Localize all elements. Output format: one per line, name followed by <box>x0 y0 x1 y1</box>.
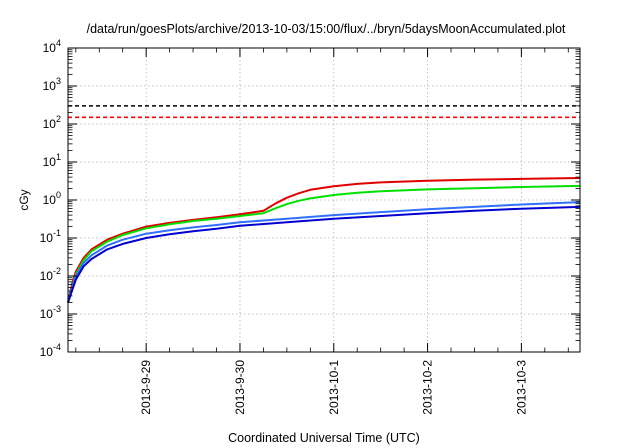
y-tick-base: 10 <box>40 231 54 245</box>
y-tick-label: 10-2 <box>40 266 61 283</box>
y-tick-base: 10 <box>40 345 54 359</box>
y-tick-exponent: 0 <box>56 190 61 200</box>
y-tick-label: 100 <box>43 190 61 207</box>
y-tick-exponent: -1 <box>53 228 61 238</box>
y-tick-label: 10-1 <box>40 228 61 245</box>
series-line <box>67 205 581 303</box>
y-tick-base: 10 <box>43 79 57 93</box>
y-tick-label: 10-4 <box>40 342 61 359</box>
y-tick-exponent: 3 <box>56 76 61 86</box>
y-tick-exponent: 2 <box>56 114 61 124</box>
series-line <box>67 201 581 303</box>
y-tick-label: 103 <box>43 76 61 93</box>
x-axis-label: Coordinated Universal Time (UTC) <box>228 431 420 445</box>
x-tick-label: 2013-10-3 <box>514 360 528 415</box>
y-tick-base: 10 <box>40 269 54 283</box>
series-lines <box>67 177 581 303</box>
x-tick-label: 2013-9-29 <box>139 360 153 415</box>
y-tick-base: 10 <box>40 307 54 321</box>
y-tick-base: 10 <box>43 41 57 55</box>
y-tick-exponent: -4 <box>53 342 61 352</box>
x-tick-label: 2013-10-2 <box>421 360 435 415</box>
y-tick-label: 10-3 <box>40 304 61 321</box>
y-tick-exponent: -2 <box>53 266 61 276</box>
chart-title: /data/run/goesPlots/archive/2013-10-03/1… <box>87 22 566 36</box>
reference-lines <box>68 105 580 119</box>
axis-ticks <box>68 47 580 353</box>
y-tick-label: 101 <box>43 152 61 169</box>
y-tick-exponent: -3 <box>53 304 61 314</box>
y-tick-base: 10 <box>43 117 57 131</box>
y-tick-exponent: 1 <box>56 152 61 162</box>
x-tick-labels: 2013-9-29 2013-9-30 2013-10-1 2013-10-2 2013… <box>139 360 528 415</box>
grid-lines <box>68 48 580 352</box>
series-line <box>67 184 581 303</box>
y-tick-base: 10 <box>43 193 57 207</box>
y-tick-label: 102 <box>43 114 61 131</box>
series-line <box>67 177 581 303</box>
y-tick-base: 10 <box>43 155 57 169</box>
y-axis-label: cGy <box>17 189 31 210</box>
x-tick-label: 2013-9-30 <box>233 360 247 415</box>
y-tick-exponent: 4 <box>56 38 61 48</box>
x-tick-label: 2013-10-1 <box>327 360 341 415</box>
y-tick-label: 104 <box>43 38 61 55</box>
